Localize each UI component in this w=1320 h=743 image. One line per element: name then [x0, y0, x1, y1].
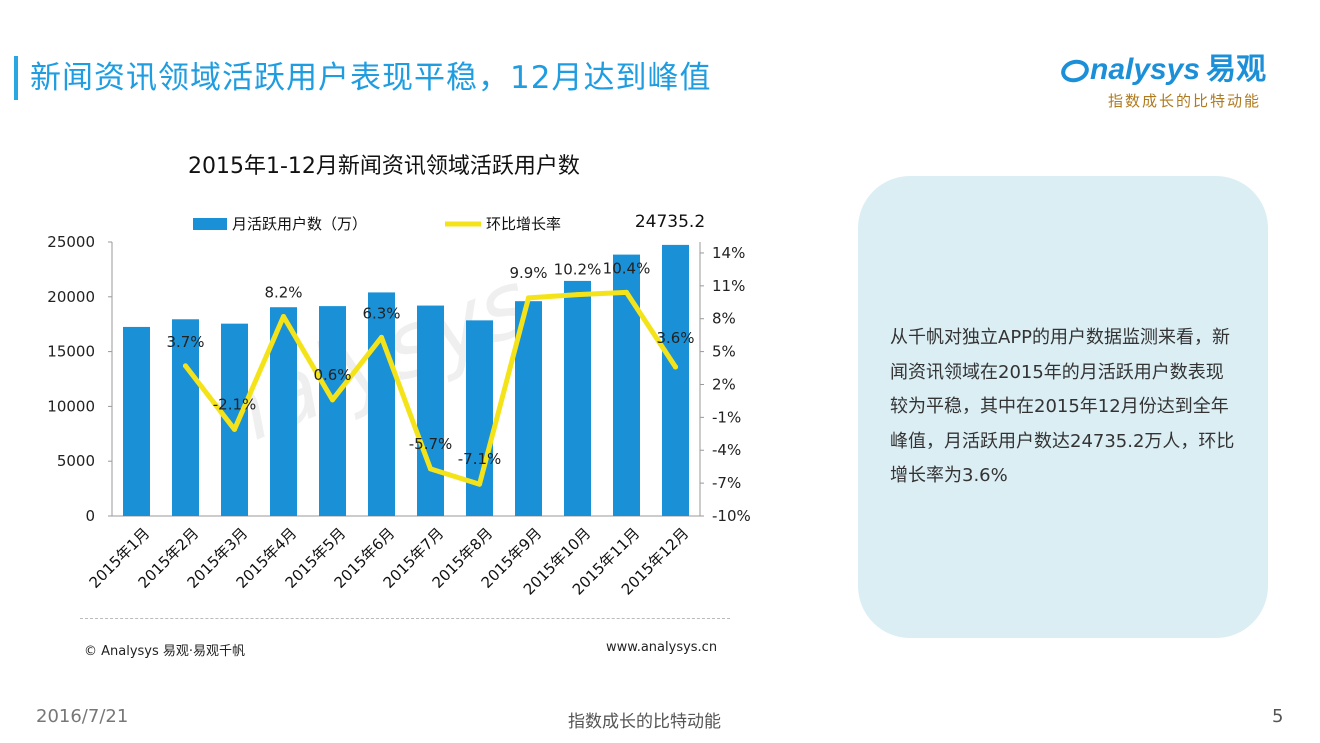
- title-accent-bar: [14, 56, 18, 100]
- growth-label: 10.2%: [554, 261, 602, 279]
- chart-divider: [80, 618, 730, 619]
- growth-label: 3.7%: [166, 333, 204, 351]
- growth-point: [428, 466, 433, 472]
- page-number: 5: [1272, 706, 1284, 727]
- y-tick-label: 15000: [47, 343, 95, 361]
- logo-text: nalysys: [1090, 53, 1201, 86]
- logo-cn-text: 易观: [1206, 52, 1267, 87]
- bar: [172, 319, 199, 516]
- y2-tick-label: 11%: [712, 277, 745, 295]
- y-tick-label: 20000: [47, 288, 95, 306]
- footer-slogan: 指数成长的比特动能: [568, 712, 721, 732]
- growth-label: 0.6%: [313, 366, 351, 384]
- growth-label: 9.9%: [509, 264, 547, 282]
- growth-label: -5.7%: [409, 435, 453, 453]
- bar-value-label: 24735.2: [635, 212, 705, 232]
- bar: [564, 280, 591, 516]
- growth-label: -2.1%: [213, 395, 257, 413]
- analysys-logo: nalysys 易观 指数成长的比特动能: [1060, 44, 1290, 114]
- y2-tick-label: -10%: [712, 507, 751, 525]
- y2-tick-label: 2%: [712, 375, 736, 393]
- growth-point: [673, 364, 678, 370]
- legend-bar-swatch: [193, 218, 227, 230]
- growth-point: [379, 334, 384, 340]
- y-tick-label: 0: [85, 507, 95, 525]
- y2-tick-label: 5%: [712, 343, 736, 361]
- legend-line-label: 环比增长率: [486, 215, 561, 233]
- growth-point: [281, 314, 286, 320]
- bar: [368, 292, 395, 516]
- growth-label: 10.4%: [603, 259, 651, 277]
- growth-point: [526, 295, 531, 301]
- source-credit: © Analysys 易观·易观千帆: [84, 644, 246, 659]
- slide-title: 新闻资讯领域活跃用户表现平稳，12月达到峰值: [30, 60, 712, 96]
- y2-tick-label: -4%: [712, 441, 741, 459]
- y2-tick-label: -7%: [712, 474, 741, 492]
- growth-point: [232, 426, 237, 432]
- growth-label: 3.6%: [656, 329, 694, 347]
- bar: [613, 254, 640, 516]
- logo-wordmark: nalysys 易观: [1060, 44, 1266, 88]
- y2-tick-label: -1%: [712, 408, 741, 426]
- growth-point: [330, 397, 335, 403]
- y2-tick-label: 8%: [712, 310, 736, 328]
- growth-point: [624, 289, 629, 295]
- website-link[interactable]: www.analysys.cn: [606, 640, 718, 655]
- chart-title: 2015年1-12月新闻资讯领域活跃用户数: [188, 154, 580, 179]
- growth-point: [183, 363, 188, 369]
- bar: [417, 305, 444, 516]
- logo-swoosh-icon: [1061, 59, 1089, 83]
- bar: [123, 326, 150, 516]
- bar: [319, 306, 346, 516]
- callout-box: [858, 176, 1268, 638]
- growth-label: -7.1%: [458, 450, 502, 468]
- y2-tick-label: 14%: [712, 244, 745, 262]
- y-tick-label: 5000: [57, 452, 95, 470]
- growth-label: 8.2%: [264, 284, 302, 302]
- logo-slogan: 指数成长的比特动能: [1108, 92, 1262, 110]
- chart-canvas: nalysys0500010000150002000025000-10%-7%-…: [47, 212, 751, 599]
- footer-date: 2016/7/21: [36, 706, 129, 727]
- legend-bar-label: 月活跃用户数（万）: [232, 215, 367, 233]
- growth-label: 6.3%: [362, 304, 400, 322]
- callout-text: 从千帆对独立APP的用户数据监测来看，新闻资讯领域在2015年的月活跃用户数表现…: [890, 327, 1235, 486]
- bar: [662, 244, 689, 516]
- y-tick-label: 25000: [47, 233, 95, 251]
- growth-point: [575, 292, 580, 298]
- y-tick-label: 10000: [47, 397, 95, 415]
- growth-point: [477, 481, 482, 487]
